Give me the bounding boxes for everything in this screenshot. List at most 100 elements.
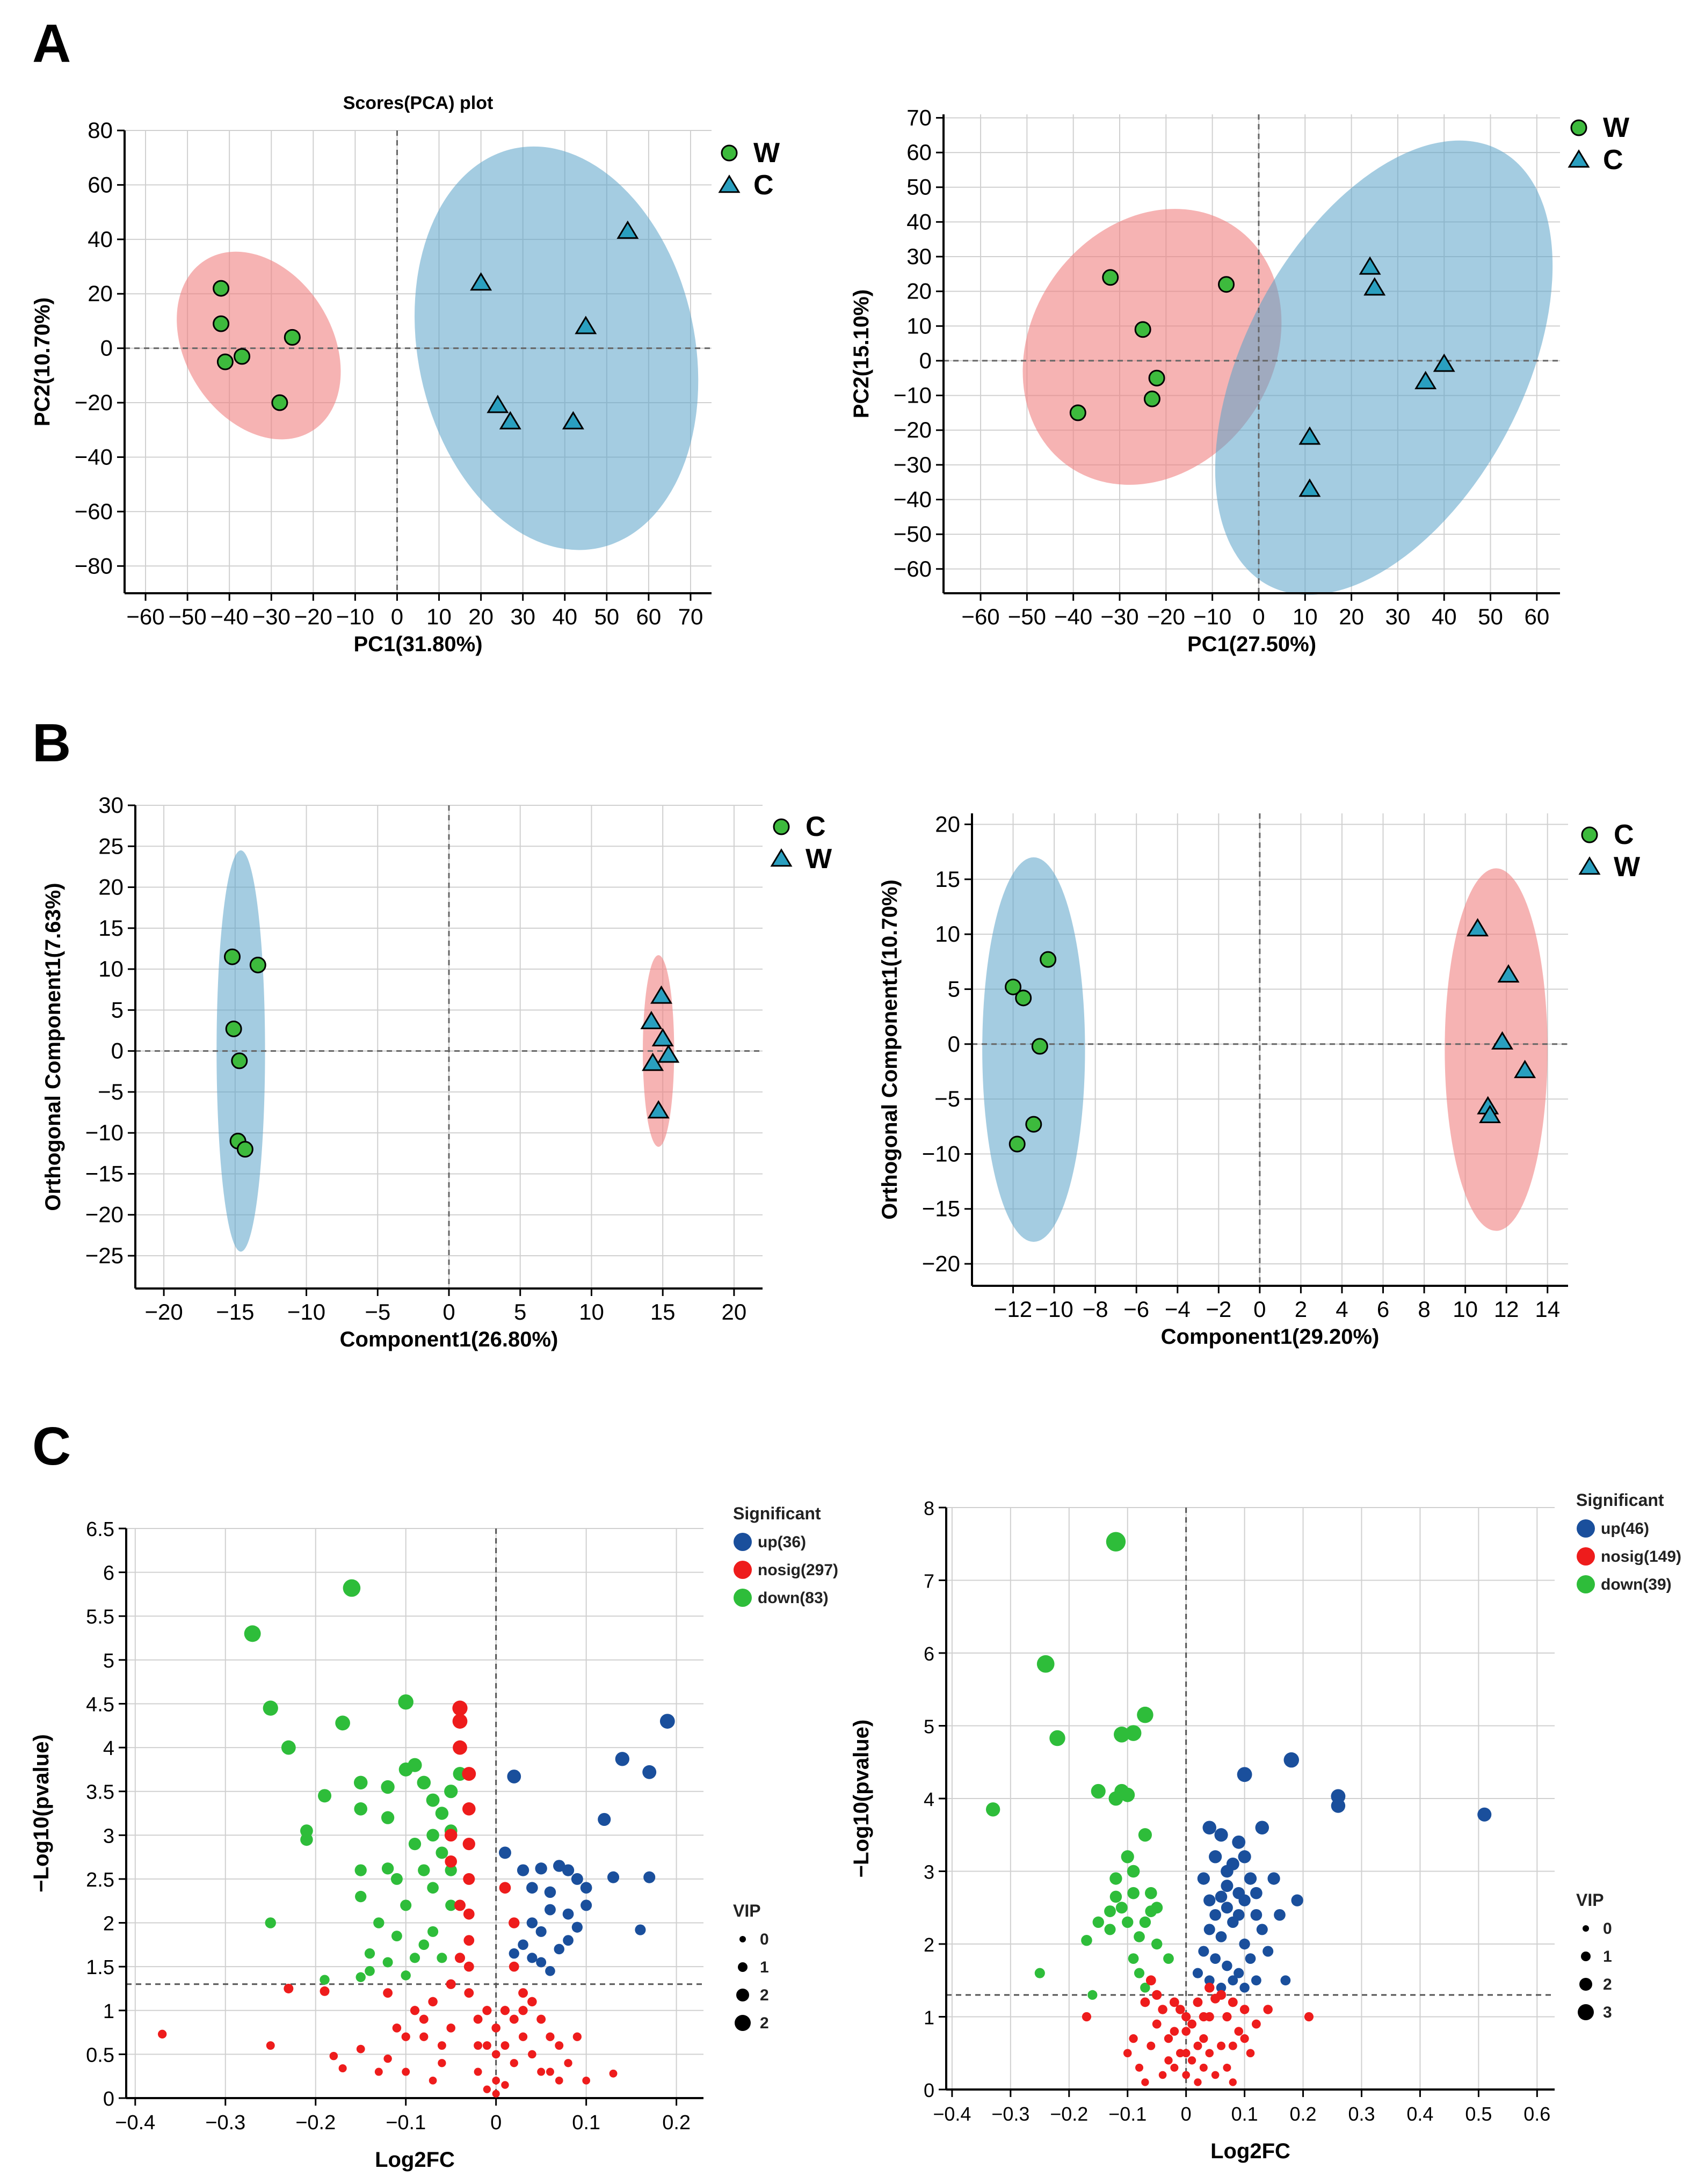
data-point-nosig — [1228, 2041, 1237, 2050]
y-tick-label: 5 — [103, 1650, 114, 1672]
data-point-down — [381, 1811, 395, 1824]
data-point-up — [642, 1765, 657, 1779]
data-point-nosig — [1199, 2063, 1208, 2072]
data-point-nosig — [555, 2077, 563, 2085]
data-point-nosig — [1129, 2034, 1138, 2043]
data-point-nosig — [1223, 2063, 1231, 2072]
data-point-nosig — [1147, 2041, 1156, 2050]
y-tick-label: 1 — [103, 2000, 114, 2023]
data-point-nosig — [1263, 2005, 1273, 2014]
vip-size-label: 2 — [760, 1986, 769, 2004]
legend-label: down(39) — [1601, 1576, 1672, 1593]
data-point-nosig — [463, 1935, 475, 1946]
data-point-nosig — [266, 2041, 275, 2050]
data-point-w — [1491, 1031, 1514, 1050]
data-point-c — [562, 411, 584, 429]
data-point-down — [1091, 1783, 1106, 1799]
data-point-down — [427, 1882, 439, 1894]
data-point-w — [1497, 964, 1520, 983]
data-point-up — [1204, 1975, 1215, 1986]
data-point-down — [426, 1793, 440, 1807]
data-point-nosig — [462, 1802, 476, 1816]
data-point-w — [1514, 1059, 1536, 1079]
data-point-nosig — [1135, 2063, 1143, 2072]
data-point-up — [507, 1770, 521, 1783]
legend-marker — [734, 1533, 752, 1551]
y-tick-label: 1.5 — [86, 1956, 114, 1979]
data-point-up — [1203, 1894, 1216, 1906]
x-tick-label: 15 — [650, 1299, 676, 1324]
data-point-w — [1143, 390, 1160, 407]
data-point-nosig — [482, 2041, 491, 2050]
x-tick-label: 0 — [442, 1299, 455, 1324]
x-tick-label: −0.4 — [933, 2103, 971, 2125]
data-point-down — [354, 1864, 367, 1876]
data-point-w — [1467, 918, 1489, 937]
vip-size-marker — [1578, 2004, 1594, 2020]
data-point-w — [657, 1044, 680, 1063]
vip-size-label: 2 — [760, 2014, 769, 2032]
x-tick-label: −10 — [1035, 1297, 1073, 1322]
data-point-w — [650, 985, 673, 1004]
data-point-nosig — [1194, 2078, 1202, 2086]
data-point-nosig — [1169, 1997, 1179, 2007]
data-point-down — [300, 1824, 313, 1838]
data-point-nosig — [419, 2032, 429, 2041]
data-point-c — [1015, 989, 1032, 1007]
y-tick-label: −5 — [98, 1079, 124, 1104]
x-tick-label: 0.4 — [1406, 2103, 1433, 2125]
data-point-up — [545, 1965, 555, 1976]
data-point-up — [526, 1917, 538, 1928]
y-tick-label: 15 — [935, 867, 960, 892]
legend-marker — [734, 1561, 752, 1579]
y-tick-label: 1 — [924, 2007, 934, 2029]
data-point-down — [417, 1775, 431, 1790]
data-point-up — [535, 1926, 547, 1937]
y-tick-label: 0.5 — [86, 2044, 114, 2066]
data-point-up — [571, 1873, 583, 1885]
vip-size-label: 1 — [760, 1959, 769, 1976]
x-tick-label: 60 — [1524, 604, 1549, 629]
legend-marker — [734, 1589, 752, 1607]
data-point-down — [373, 1917, 384, 1928]
data-point-nosig — [1304, 2012, 1314, 2022]
x-tick-label: −30 — [1100, 604, 1138, 629]
data-point-down — [1087, 1990, 1098, 2000]
y-tick-label: −25 — [85, 1243, 124, 1268]
data-point-up — [1221, 1880, 1234, 1892]
x-tick-label: 10 — [1453, 1297, 1478, 1322]
data-point-up — [1209, 1909, 1221, 1921]
x-tick-label: −60 — [961, 604, 999, 629]
data-point-nosig — [1152, 2019, 1162, 2029]
data-point-down — [400, 1899, 412, 1911]
data-point-w — [1148, 369, 1165, 387]
data-point-nosig — [419, 2014, 429, 2024]
y-tick-label: 3 — [103, 1825, 114, 1847]
data-point-nosig — [500, 2006, 510, 2015]
data-point-up — [607, 1871, 620, 1883]
data-point-down — [1115, 1902, 1128, 1914]
data-point-down — [408, 1758, 422, 1772]
data-point-down — [1104, 1924, 1116, 1935]
data-point-down — [265, 1917, 276, 1928]
data-point-down — [382, 1957, 393, 1968]
y-tick-label: 0 — [948, 1031, 960, 1057]
data-point-nosig — [501, 2081, 509, 2089]
data-point-nosig — [1170, 2063, 1179, 2072]
data-point-down — [1109, 1872, 1122, 1885]
panel-letter-c: C — [32, 1416, 71, 1476]
y-tick-label: 2 — [103, 1913, 114, 1935]
data-point-c — [225, 1020, 242, 1037]
legend-marker-triangle — [1578, 856, 1601, 875]
data-point-up — [1250, 1909, 1263, 1921]
data-point-nosig — [1217, 2041, 1225, 2050]
x-tick-label: −0.2 — [1050, 2103, 1088, 2125]
legend-marker — [1577, 1547, 1595, 1566]
data-point-nosig — [454, 1953, 466, 1963]
y-tick-label: 30 — [98, 792, 124, 818]
data-point-down — [343, 1579, 361, 1597]
data-point-up — [526, 1882, 538, 1894]
x-tick-label: 20 — [722, 1299, 747, 1324]
data-point-nosig — [474, 2067, 482, 2076]
data-point-down — [244, 1625, 261, 1642]
